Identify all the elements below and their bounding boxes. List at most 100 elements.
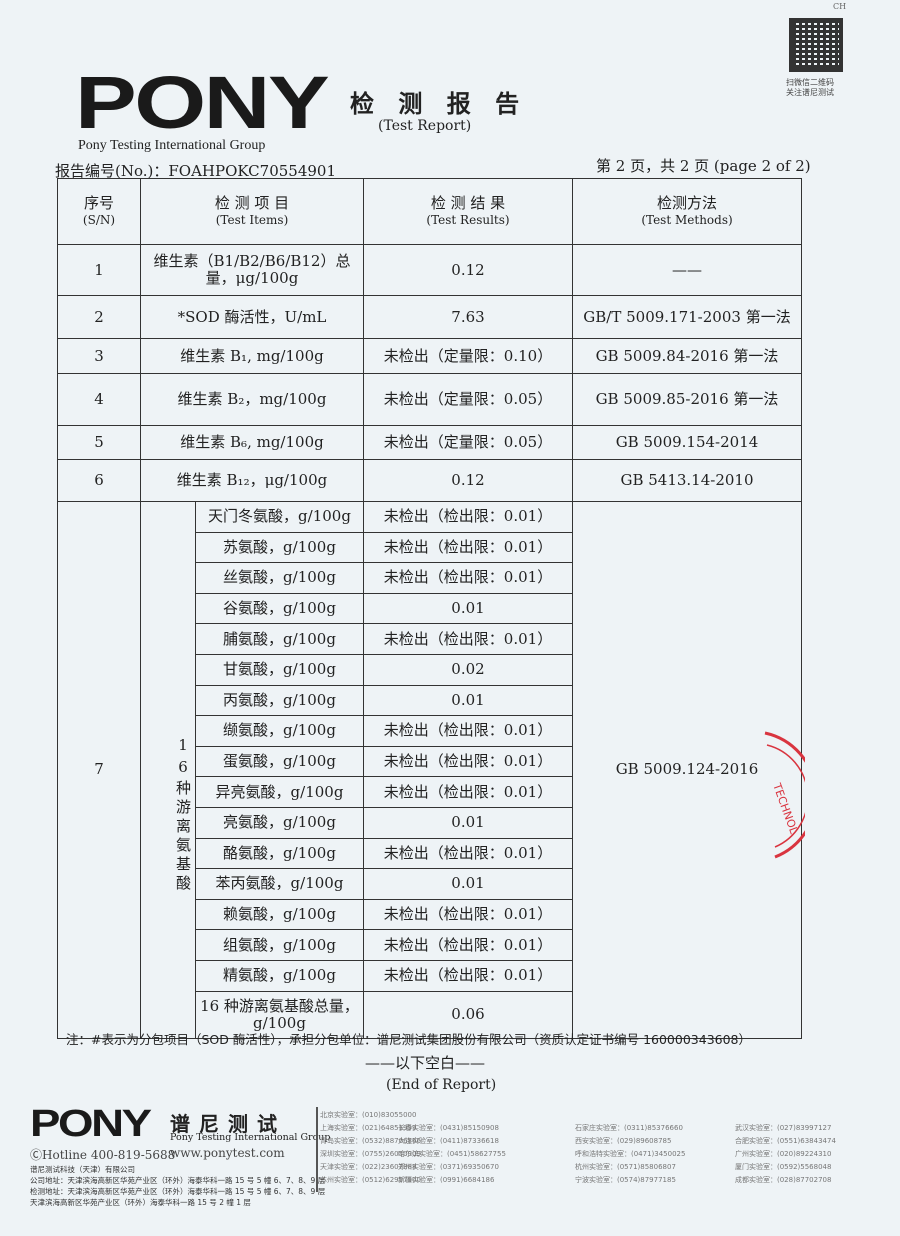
amino-acid-result: 0.01 xyxy=(363,592,573,625)
footer-company-en: Pony Testing International Group xyxy=(170,1132,331,1143)
amino-acid-row: 7 16种游离氨基酸 天门冬氨酸，g/100g 未检出（检出限：0.01） GB 500… xyxy=(57,501,802,1039)
amino-acid-result: 未检出（检出限：0.01） xyxy=(363,776,573,808)
header-results: 检 测 结 果 (Test Results) xyxy=(363,178,573,245)
lab-phone: 杭州实验室：(0571)85806807 xyxy=(575,1163,676,1171)
row-method: —— xyxy=(572,244,802,296)
amino-acid-item: 苏氨酸，g/100g xyxy=(195,531,364,564)
amino-acid-row: 谷氨酸，g/100g 0.01 xyxy=(58,592,802,625)
row-item: 维生素 B₆, mg/100g xyxy=(140,425,364,460)
amino-acid-row: 苯丙氨酸，g/100g 0.01 xyxy=(58,868,802,900)
table-row: 4 维生素 B₂，mg/100g 未检出（定量限：0.05） GB 5009.85-2… xyxy=(57,373,802,426)
row-sn: 1 xyxy=(57,244,141,296)
amino-acid-result: 未检出（检出限：0.01） xyxy=(363,745,573,778)
website-link[interactable]: www.ponytest.com xyxy=(170,1146,285,1160)
header-methods: 检测方法 (Test Methods) xyxy=(572,178,802,245)
header-items: 检 测 项 目 (Test Items) xyxy=(140,178,364,245)
lab-phone: 上海实验室：(021)64851999 xyxy=(320,1124,417,1132)
page-title-en: (Test Report) xyxy=(378,118,472,134)
footer-logo: PONY xyxy=(30,1103,152,1145)
amino-acid-row: 甘氨酸，g/100g 0.02 xyxy=(58,653,802,686)
amino-acid-result: 未检出（检出限：0.01） xyxy=(363,715,573,747)
amino-acid-result: 未检出（检出限：0.01） xyxy=(363,898,573,931)
row-item: 维生素 B₁₂，μg/100g xyxy=(140,459,364,502)
qr-code-icon xyxy=(789,18,843,72)
qr-caption-2: 关注谱尼测试 xyxy=(786,88,834,97)
qr-corner-label: CH xyxy=(833,2,847,11)
lab-phone: 广州实验室：(020)89224310 xyxy=(735,1150,832,1158)
amino-acid-row: 异亮氨酸，g/100g 未检出（检出限：0.01） xyxy=(58,776,802,808)
group-name: Pony Testing International Group xyxy=(78,138,266,153)
lab-phone: 厦门实验室：(0592)5568048 xyxy=(735,1163,832,1171)
row-result: 未检出（定量限：0.05） xyxy=(363,425,573,460)
amino-acid-item: 蛋氨酸，g/100g xyxy=(195,745,364,778)
lab-phone: 深圳实验室：(0755)26050909 xyxy=(320,1150,421,1158)
row-sn: 5 xyxy=(57,425,141,460)
amino-acid-item: 亮氨酸，g/100g xyxy=(195,806,364,839)
row-method: GB 5009.154-2014 xyxy=(572,425,802,460)
header-methods-cn: 检测方法 xyxy=(656,193,717,212)
row-item: 维生素 B₂，mg/100g xyxy=(140,373,364,426)
lab-phone: 哈尔滨实验室：(0451)58627755 xyxy=(398,1150,506,1158)
amino-acid-result: 未检出（检出限：0.01） xyxy=(363,959,573,992)
row-item: 维生素 B₁, mg/100g xyxy=(140,338,364,374)
row-sn: 2 xyxy=(57,295,141,339)
lab-phone: 呼和浩特实验室：(0471)3450025 xyxy=(575,1150,686,1158)
amino-acid-result: 未检出（检出限：0.01） xyxy=(363,531,573,564)
amino-acid-item: 赖氨酸，g/100g xyxy=(195,898,364,931)
other-address: 天津滨海高新区华苑产业区（环外）海泰华科一路 15 号 2 幢 1 层 xyxy=(30,1198,251,1207)
row-result: 0.12 xyxy=(363,459,573,502)
amino-acid-item: 天门冬氨酸，g/100g xyxy=(195,501,364,533)
row-method: GB/T 5009.171-2003 第一法 xyxy=(572,295,802,339)
blank-below: ——以下空白—— xyxy=(365,1054,486,1072)
lab-phone: 郑州实验室：(0371)69350670 xyxy=(398,1163,499,1171)
amino-acid-item: 组氨酸，g/100g xyxy=(195,929,364,961)
row-method: GB 5009.85-2016 第一法 xyxy=(572,373,802,426)
table-row: 6 维生素 B₁₂，μg/100g 0.12 GB 5413.14-2010 xyxy=(57,459,802,502)
group-method: GB 5009.124-2016 xyxy=(572,501,802,1039)
amino-acid-item: 16 种游离氨基酸总量，g/100g xyxy=(195,990,364,1039)
page-info: 第 2 页，共 2 页 (page 2 of 2) xyxy=(596,157,811,175)
row-method: GB 5413.14-2010 xyxy=(572,459,802,502)
table-row: 5 维生素 B₆, mg/100g 未检出（定量限：0.05） GB 5009.154… xyxy=(57,425,802,460)
header-results-cn: 检 测 结 果 xyxy=(430,193,506,212)
group-label: 16种游离氨基酸 xyxy=(140,501,196,1039)
row-result: 未检出（定量限：0.05） xyxy=(363,373,573,426)
lab-phone: 合肥实验室：(0551)63843474 xyxy=(735,1137,836,1145)
lab-phone: 成都实验室：(028)87702708 xyxy=(735,1176,832,1184)
footer-divider xyxy=(316,1107,318,1192)
header-methods-en: (Test Methods) xyxy=(641,212,733,227)
lab-phone: 长春实验室：(0431)85150908 xyxy=(398,1124,499,1132)
amino-acid-result: 未检出（检出限：0.01） xyxy=(363,837,573,870)
amino-acid-row: 丝氨酸，g/100g 未检出（检出限：0.01） xyxy=(58,562,802,594)
row-sn: 6 xyxy=(57,459,141,502)
page-title: 检 测 报 告 xyxy=(350,89,528,118)
row-result: 未检出（定量限：0.10） xyxy=(363,338,573,374)
table-row: 2 *SOD 酶活性，U/mL 7.63 GB/T 5009.171-2003 第一法 xyxy=(57,295,802,339)
amino-acid-row: 16 种游离氨基酸总量，g/100g 0.06 xyxy=(58,990,802,1039)
lab-phone: 青岛实验室：(0532)88706866 xyxy=(320,1137,421,1145)
amino-acid-result: 0.01 xyxy=(363,806,573,839)
amino-acid-row: 组氨酸，g/100g 未检出（检出限：0.01） xyxy=(58,929,802,961)
header-sn-cn: 序号 xyxy=(83,193,114,212)
footer-company-cn: 谱尼测试 xyxy=(170,1112,286,1136)
results-table: 序号 (S/N) 检 测 项 目 (Test Items) 检 测 结 果 (Test… xyxy=(57,178,802,1039)
header-results-en: (Test Results) xyxy=(426,212,510,227)
amino-acid-result: 未检出（检出限：0.01） xyxy=(363,623,573,655)
row-item: *SOD 酶活性，U/mL xyxy=(140,295,364,339)
qr-caption: 扫微信二维码 关注谱尼测试 xyxy=(786,78,834,98)
amino-acid-result: 0.06 xyxy=(363,990,573,1039)
report-number: 报告编号(No.)：FOAHPOKC70554901 xyxy=(55,162,337,180)
table-row: 3 维生素 B₁, mg/100g 未检出（定量限：0.10） GB 5009.84-… xyxy=(57,338,802,374)
row-result: 0.12 xyxy=(363,244,573,296)
lab-phone: 北京实验室：(010)83055000 xyxy=(320,1111,417,1119)
red-stamp: TECHNOL xyxy=(764,731,805,859)
amino-acid-item: 苯丙氨酸，g/100g xyxy=(195,868,364,900)
amino-acid-result: 0.01 xyxy=(363,684,573,717)
lab-phone: 西安实验室：(029)89608785 xyxy=(575,1137,672,1145)
row-item: 维生素（B1/B2/B6/B12）总量，μg/100g xyxy=(140,244,364,296)
lab-phone: 宁波实验室：(0574)87977185 xyxy=(575,1176,676,1184)
amino-acid-item: 甘氨酸，g/100g xyxy=(195,653,364,686)
row-method: GB 5009.84-2016 第一法 xyxy=(572,338,802,374)
lab-phone: 苏州实验室：(0512)62997900 xyxy=(320,1176,421,1184)
amino-acid-result: 未检出（检出限：0.01） xyxy=(363,562,573,594)
